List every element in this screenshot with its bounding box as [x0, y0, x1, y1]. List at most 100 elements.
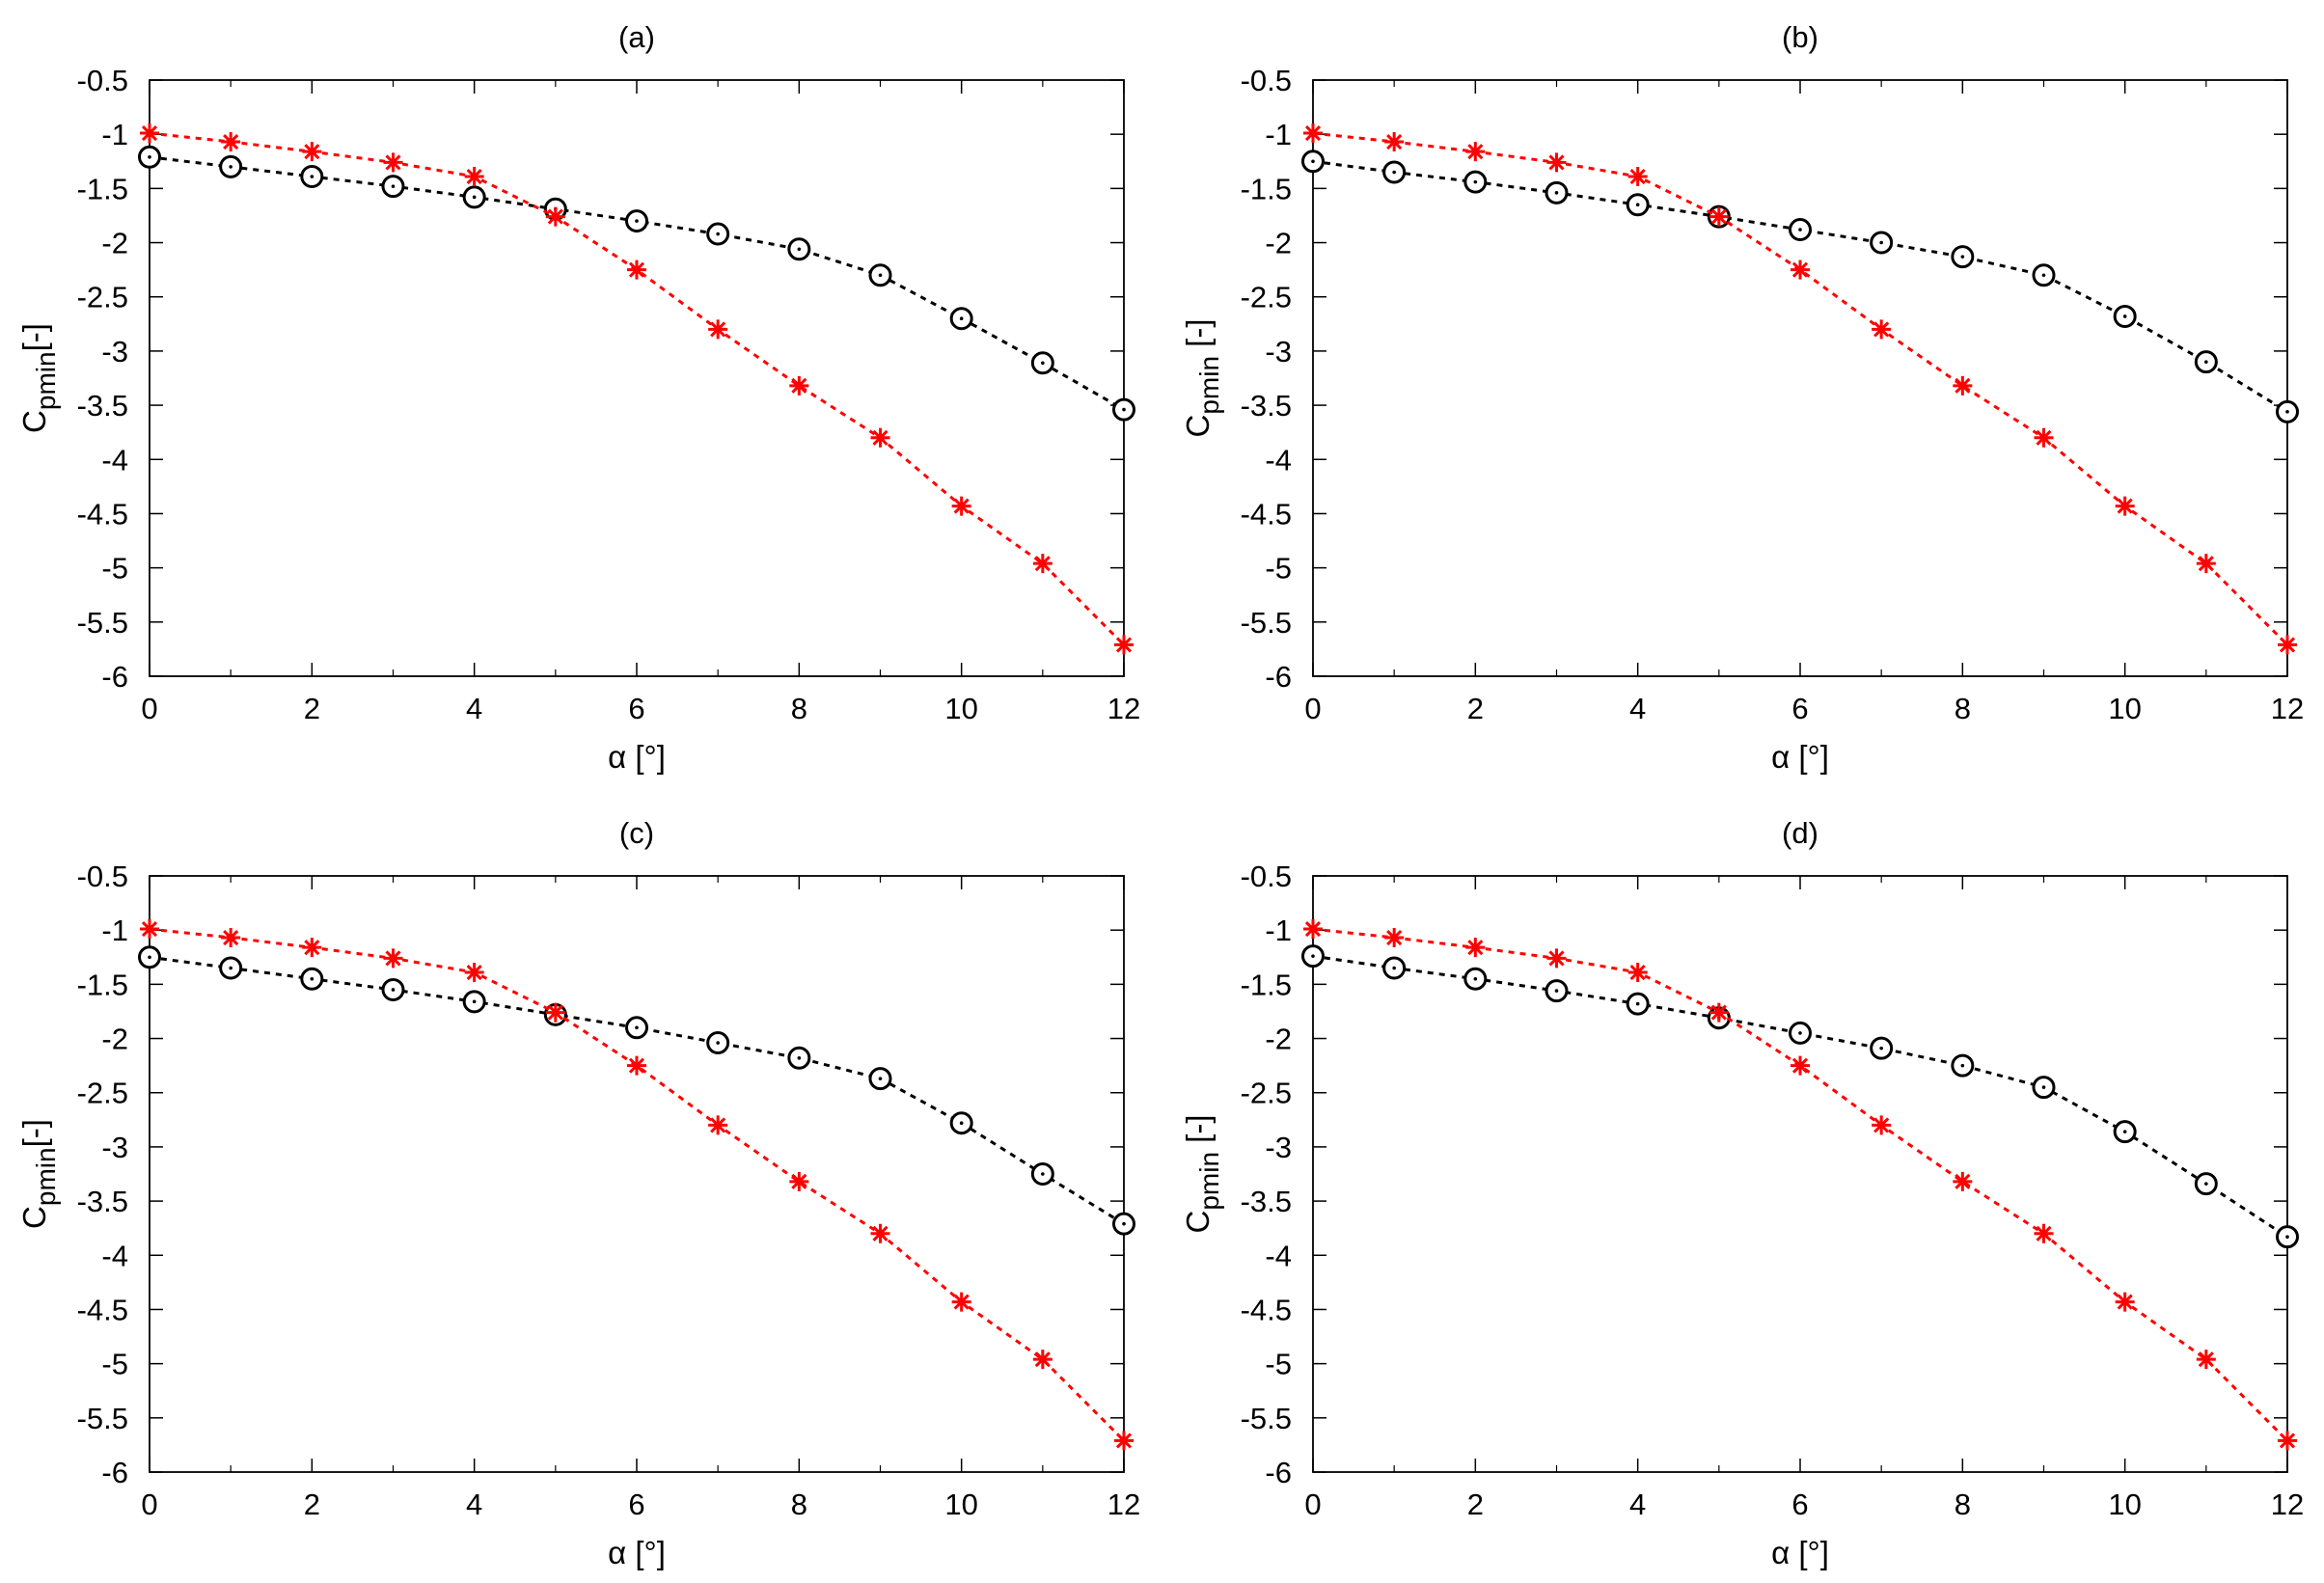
circle-marker	[1463, 967, 1488, 991]
y-axis-label: Cpmin[-]	[16, 1119, 61, 1229]
y-tick-label: -1	[1265, 914, 1292, 947]
y-tick-label: -1.5	[77, 968, 128, 1001]
y-label-sub: pmin	[31, 1147, 61, 1206]
star-marker	[951, 496, 971, 516]
circle-marker	[2032, 1076, 2056, 1100]
x-axis-label: α [°]	[608, 1535, 666, 1570]
series-line-red	[1312, 927, 2289, 1442]
y-axis-label-text: Cpmin [-]	[1180, 318, 1224, 437]
chart-panel-4: (d) 0 2 4 6 8 10 12 -0.5 -1 -1.5 -2 -2.5 -3 -3.5 -4 -4.5…	[1180, 816, 2304, 1570]
y-tick-label: -0.5	[1241, 64, 1292, 97]
circle-marker-dot	[1041, 361, 1045, 366]
circle-marker-dot	[959, 316, 964, 321]
x-tick-label: 4	[466, 1487, 482, 1521]
y-tick-label: -1.5	[1241, 172, 1292, 205]
star-marker	[870, 1223, 890, 1243]
y-tick-label: -3.5	[77, 1185, 128, 1218]
x-tick-label: 0	[141, 1487, 157, 1521]
x-tick-label: 10	[2108, 1487, 2141, 1521]
star-marker	[1953, 375, 1973, 396]
x-tick-label: 10	[944, 692, 977, 725]
star-marker	[2196, 554, 2216, 574]
star-marker	[789, 1171, 809, 1191]
circle-marker	[2113, 304, 2137, 328]
circle-marker-dot	[229, 165, 232, 169]
y-tick-label: -1	[101, 118, 128, 151]
circle-marker	[300, 967, 324, 991]
circle-marker	[1789, 1021, 1812, 1045]
y-tick-label: -2.5	[77, 1077, 128, 1110]
star-marker	[1627, 963, 1648, 982]
plot-frame	[149, 875, 1125, 1473]
star-marker	[1709, 1002, 1729, 1023]
circle-marker-dot	[472, 999, 477, 1004]
circle-marker	[1626, 193, 1650, 217]
star-marker	[302, 938, 322, 958]
star-marker	[1384, 928, 1405, 948]
y-tick-label: -3.5	[1241, 389, 1292, 423]
y-tick-label: -1.5	[77, 172, 128, 205]
x-tick-label: 2	[1467, 692, 1484, 725]
y-tick-label: -4	[1265, 1239, 1292, 1272]
circle-marker-dot	[1122, 407, 1126, 412]
circle-marker	[1951, 1053, 1975, 1078]
x-tick-label: 12	[1107, 692, 1140, 725]
circle-marker	[138, 945, 161, 969]
circle-marker-dot	[1635, 1001, 1640, 1006]
y-tick-label: -3	[1265, 335, 1292, 368]
circle-marker	[1382, 956, 1407, 980]
star-marker	[2278, 1431, 2297, 1451]
star-marker	[1303, 919, 1323, 940]
circle-marker	[787, 237, 811, 261]
circle-marker-dot	[148, 955, 151, 960]
star-marker	[383, 948, 403, 969]
x-tick-label: 8	[791, 1487, 807, 1521]
circle-marker	[2113, 1120, 2137, 1144]
x-tick-label: 2	[304, 1487, 320, 1521]
circle-marker-dot	[148, 154, 151, 159]
series-line-black	[1312, 159, 2288, 414]
y-tick-label: -5.5	[77, 606, 128, 640]
star-marker	[2196, 1350, 2216, 1370]
y-tick-label: -4	[1265, 443, 1292, 477]
y-tick-label: -6	[1265, 1456, 1292, 1489]
x-tick-label: 12	[1107, 1487, 1140, 1521]
star-marker	[2115, 1292, 2135, 1312]
y-axis-label: Cpmin [-]	[1180, 1114, 1224, 1233]
circle-marker	[381, 175, 405, 199]
plot-frame	[1312, 79, 2288, 677]
x-tick-label: 6	[1791, 1487, 1808, 1521]
y-axis-label: Cpmin[-]	[16, 323, 61, 433]
star-marker	[1709, 206, 1729, 227]
circle-marker-dot	[1960, 1063, 1965, 1068]
y-tick-label: -0.5	[77, 860, 128, 893]
star-marker	[1953, 1171, 1973, 1191]
x-tick-label: 4	[1629, 692, 1646, 725]
y-tick-label: -2	[101, 1023, 128, 1056]
circle-marker	[2276, 399, 2299, 423]
x-tick-label: 0	[141, 692, 157, 725]
circle-marker	[1112, 397, 1135, 422]
circle-marker	[2276, 1225, 2299, 1249]
circle-marker-dot	[1554, 191, 1559, 195]
y-tick-label: -5	[1265, 552, 1292, 586]
y-tick-label: -3.5	[1241, 1185, 1292, 1218]
circle-marker-dot	[1879, 240, 1883, 245]
x-tick-label: 2	[304, 692, 320, 725]
x-tick-label: 8	[791, 692, 807, 725]
chart-panel-1: (a) 0 2 4 6 8 10 12 -0.5 -1 -1.5 -2 -2.5 -3 -3.5 -4 -4.5…	[16, 20, 1140, 775]
circle-marker-dot	[1392, 966, 1396, 970]
y-tick-label: -2.5	[1241, 1077, 1292, 1110]
y-label-unit: [-]	[16, 1119, 52, 1147]
star-marker	[140, 123, 159, 144]
y-tick-label: -1	[1265, 118, 1292, 151]
x-axis-label: α [°]	[1771, 1535, 1829, 1570]
series-line-black	[1312, 954, 2288, 1239]
circle-marker-dot	[1122, 1221, 1126, 1226]
star-marker	[2034, 1223, 2054, 1243]
y-label-sub: pmin	[1194, 356, 1224, 415]
circle-marker-dot	[2041, 273, 2046, 278]
y-label-unit: [-]	[1180, 318, 1216, 356]
y-tick-label: -4.5	[1241, 497, 1292, 531]
circle-marker-dot	[2204, 1182, 2208, 1186]
